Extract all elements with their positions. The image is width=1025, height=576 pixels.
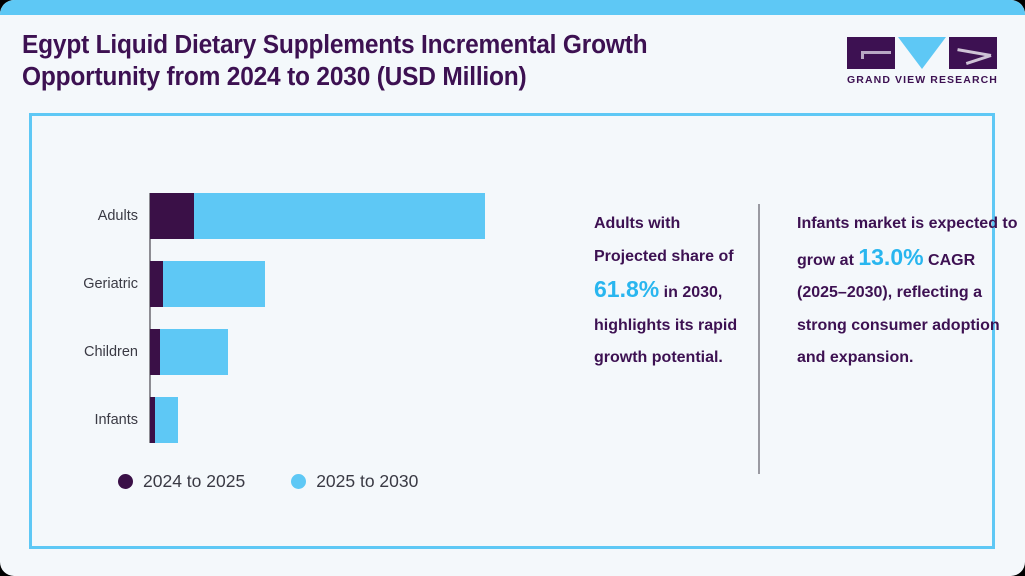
logo-marks	[847, 37, 997, 69]
legend-label: 2024 to 2025	[143, 471, 246, 491]
bar-category-label: Adults	[97, 208, 138, 224]
bar-row: Geriatric	[32, 261, 552, 307]
bar-category-label: Infants	[94, 412, 138, 428]
logo-triangle-v-icon	[898, 37, 946, 69]
insight-divider	[758, 204, 760, 474]
bar-track	[150, 193, 485, 239]
bar-segment[interactable]	[150, 329, 160, 375]
bar-segment[interactable]	[163, 261, 265, 307]
insight-panel: Adults with Projected share of 61.8% in …	[552, 116, 1018, 552]
insight-infants: Infants market is expected to grow at 13…	[797, 208, 1019, 375]
legend-swatch-icon	[291, 474, 307, 489]
bar-track	[150, 261, 265, 307]
bar-segment[interactable]	[150, 397, 155, 443]
bar-row: Children	[32, 329, 552, 375]
legend-label: 2025 to 2030	[316, 471, 419, 491]
insight-adults: Adults with Projected share of 61.8% in …	[594, 208, 749, 375]
logo-g-stem	[861, 51, 864, 59]
bar-category-label: Geriatric	[83, 276, 138, 292]
category-axis-line	[149, 193, 151, 443]
logo-letter-g-icon	[847, 37, 895, 69]
legend-item[interactable]: 2025 to 2030	[291, 471, 418, 492]
bar-segment[interactable]	[150, 261, 163, 307]
top-accent-bar	[0, 0, 1025, 15]
legend-swatch-icon	[118, 474, 133, 489]
logo-r-bar-2	[965, 54, 992, 65]
bar-segment[interactable]	[150, 193, 194, 239]
bar-row: Adults	[32, 193, 552, 239]
brand-logo: GRAND VIEW RESEARCH	[847, 37, 997, 86]
insight-text-pre: Infants market is expected to grow at	[797, 215, 1018, 269]
insight-highlight-value: 13.0%	[858, 243, 924, 270]
bar-row: Infants	[32, 397, 552, 443]
bar-category-label: Children	[84, 344, 138, 360]
bar-segment[interactable]	[155, 397, 178, 443]
logo-letter-r-icon	[949, 37, 997, 69]
bar-segment[interactable]	[160, 329, 228, 375]
bar-track	[150, 397, 178, 443]
insight-highlight-value: 61.8%	[594, 276, 660, 302]
chart-legend: 2024 to 2025 2025 to 2030	[118, 471, 418, 492]
insight-text-pre: Adults with Projected share of	[594, 215, 734, 265]
page-title: Egypt Liquid Dietary Supplements Increme…	[22, 31, 648, 91]
content-frame: Adults Geriatric Children Infants 2024 to 2…	[29, 113, 1018, 552]
insight-text-post: CAGR (2025–2030), reflecting a strong co…	[797, 251, 1000, 367]
incremental-growth-bar-chart: Adults Geriatric Children Infants 2024 to 2…	[32, 116, 552, 552]
bar-segment[interactable]	[194, 193, 485, 239]
header: Egypt Liquid Dietary Supplements Increme…	[0, 15, 1025, 113]
bar-track	[150, 329, 228, 375]
insight-text-post: in 2030, highlights its rapid growth pot…	[594, 284, 738, 366]
logo-g-bar	[861, 51, 891, 54]
logo-wordmark: GRAND VIEW RESEARCH	[847, 74, 998, 86]
legend-item[interactable]: 2024 to 2025	[118, 471, 245, 492]
